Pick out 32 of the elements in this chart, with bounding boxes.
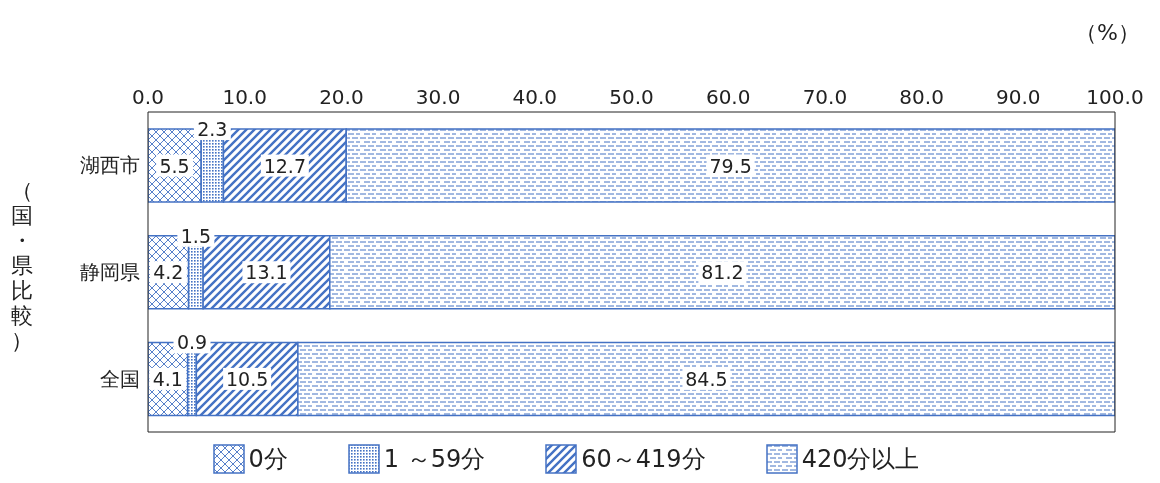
data-label: 12.7 <box>263 154 306 177</box>
x-tick-label: 70.0 <box>802 85 848 109</box>
x-tick-label: 100.0 <box>1086 85 1144 109</box>
data-label: 0.9 <box>176 331 208 354</box>
y-tick-label: 湖西市 <box>80 153 140 178</box>
legend-label: 1 ～59分 <box>383 444 486 475</box>
data-label: 81.2 <box>701 261 744 284</box>
x-tick-label: 40.0 <box>512 85 558 109</box>
data-label: 2.3 <box>197 118 228 141</box>
x-tick-label: 20.0 <box>319 85 364 109</box>
x-tick-label: 30.0 <box>415 85 461 109</box>
data-label: 4.2 <box>153 261 184 284</box>
x-tick-label: 80.0 <box>899 85 944 109</box>
x-tick-label: 60.0 <box>705 85 751 109</box>
data-label: 84.5 <box>685 367 728 390</box>
y-tick-label: 静岡県 <box>80 260 140 285</box>
data-label: 79.5 <box>709 154 752 177</box>
text: （%） <box>1075 19 1140 47</box>
data-label: 1.5 <box>180 224 211 247</box>
legend-label: 420分以上 <box>801 444 920 475</box>
data-label: 13.1 <box>245 261 288 284</box>
y-tick-label: 全国 <box>100 366 140 391</box>
data-label: 4.1 <box>152 367 183 390</box>
data-label: 10.5 <box>225 367 269 390</box>
legend-label: 60～419分 <box>581 444 706 475</box>
x-tick-label: 10.0 <box>222 85 267 109</box>
data-label: 5.5 <box>159 154 190 177</box>
y-axis-title: （国・県比較） <box>10 178 34 353</box>
legend-label: 0分 <box>248 444 288 475</box>
x-tick-label: 90.0 <box>996 85 1041 109</box>
x-tick-label: 0.0 <box>132 85 164 109</box>
x-tick-label: 50.0 <box>609 85 654 109</box>
